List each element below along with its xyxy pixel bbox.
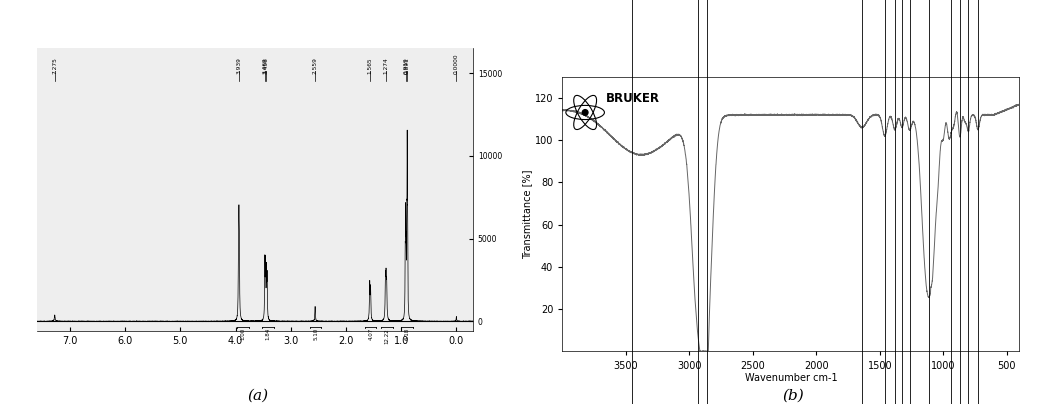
X-axis label: Wavenumber cm-1: Wavenumber cm-1 bbox=[744, 373, 838, 383]
Text: 12.22: 12.22 bbox=[385, 328, 389, 344]
Text: 3.456: 3.456 bbox=[263, 58, 268, 74]
Text: 1.565: 1.565 bbox=[368, 58, 372, 74]
Text: 0.919: 0.919 bbox=[404, 58, 408, 74]
Text: (b): (b) bbox=[783, 389, 804, 403]
Text: 3.939: 3.939 bbox=[236, 57, 242, 74]
Text: BRUKER: BRUKER bbox=[605, 92, 660, 105]
Y-axis label: Transmittance [%]: Transmittance [%] bbox=[522, 169, 532, 259]
Text: 5.10: 5.10 bbox=[313, 328, 318, 340]
Text: 7.275: 7.275 bbox=[53, 57, 57, 74]
Text: (a): (a) bbox=[247, 389, 268, 403]
Text: 0.891: 0.891 bbox=[405, 58, 410, 74]
Text: 2.559: 2.559 bbox=[312, 57, 317, 74]
Text: 4.07: 4.07 bbox=[368, 328, 373, 340]
Text: 3.469: 3.469 bbox=[263, 58, 267, 74]
Text: 1.274: 1.274 bbox=[384, 58, 389, 74]
Text: 6.18: 6.18 bbox=[405, 328, 410, 340]
Text: 1.00: 1.00 bbox=[241, 328, 246, 340]
Text: 1.84: 1.84 bbox=[266, 328, 270, 340]
Text: 0.0000: 0.0000 bbox=[454, 54, 459, 74]
